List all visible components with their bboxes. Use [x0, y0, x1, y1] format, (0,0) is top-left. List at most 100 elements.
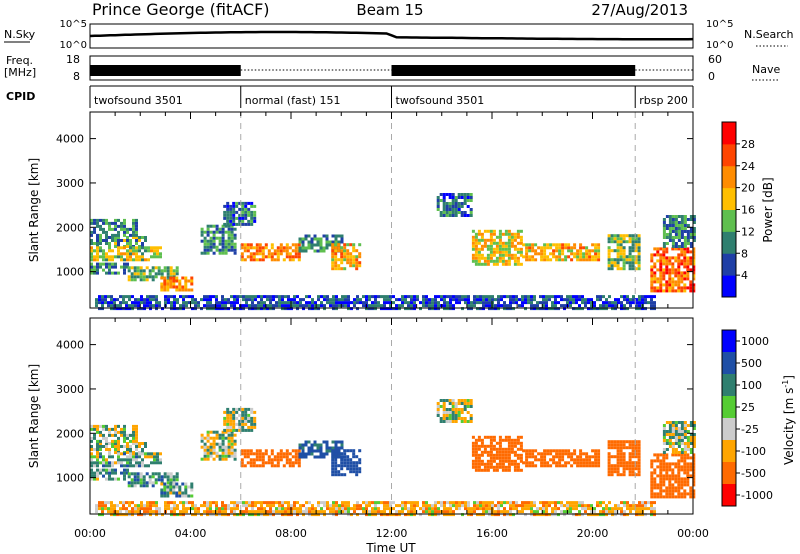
power-cell — [287, 307, 290, 311]
power-cell — [307, 240, 311, 244]
power-cell — [466, 199, 470, 202]
power-cell — [235, 204, 239, 208]
velocity-cell — [261, 455, 265, 459]
power-cell — [99, 255, 102, 259]
velocity-cell — [105, 471, 108, 475]
velocity-cell — [495, 450, 499, 454]
velocity-cell — [343, 449, 347, 453]
velocity-cell — [152, 504, 155, 508]
velocity-cell — [329, 504, 332, 508]
power-cell — [492, 259, 496, 263]
velocity-cell — [507, 465, 511, 469]
power-cell — [301, 246, 305, 250]
power-cell — [683, 262, 687, 266]
power-cell — [635, 301, 638, 305]
power-cell — [332, 295, 335, 299]
velocity-cell — [159, 458, 162, 462]
velocity-cell — [413, 507, 416, 511]
velocity-cell — [622, 452, 626, 456]
power-cell — [619, 249, 623, 253]
velocity-cell — [346, 461, 350, 465]
velocity-cell — [320, 507, 323, 511]
power-cell — [261, 246, 265, 250]
velocity-cell — [680, 483, 684, 487]
power-cell — [498, 250, 502, 254]
power-cell — [311, 304, 314, 308]
power-cell — [644, 301, 647, 305]
power-cell — [224, 251, 228, 255]
power-cell — [164, 295, 167, 299]
velocity-cell — [474, 468, 478, 472]
power-cell — [533, 298, 536, 302]
power-cell — [209, 307, 212, 311]
velocity-cell — [482, 510, 485, 514]
velocity-cell — [554, 513, 557, 517]
velocity-cell — [605, 507, 608, 511]
velocity-cell — [338, 504, 341, 508]
power-cell — [108, 246, 111, 250]
power-cell — [519, 235, 523, 239]
power-cell — [637, 237, 641, 241]
velocity-cell — [477, 465, 481, 469]
power-cell — [297, 252, 301, 256]
power-cell — [395, 307, 398, 311]
velocity-cell — [683, 451, 687, 454]
power-cell — [518, 298, 521, 302]
power-cell — [290, 307, 293, 311]
velocity-cell — [674, 421, 678, 424]
power-cell — [683, 286, 687, 290]
power-cell — [96, 224, 99, 228]
velocity-cell — [310, 446, 314, 450]
velocity-cell — [530, 507, 533, 511]
power-cell — [188, 295, 191, 299]
velocity-cell — [101, 504, 104, 508]
power-cell — [320, 301, 323, 305]
power-cell — [96, 239, 99, 242]
power-cell — [297, 258, 301, 262]
velocity-cell — [458, 507, 461, 511]
power-cell — [656, 286, 660, 290]
power-cell — [507, 235, 511, 239]
power-cell — [287, 295, 290, 299]
velocity-cell — [136, 475, 140, 479]
velocity-cell — [236, 501, 239, 505]
power-cell — [610, 267, 614, 271]
x-tick-label: 20:00 — [577, 527, 609, 540]
power-cell — [628, 240, 632, 244]
velocity-cell — [206, 451, 210, 455]
power-cell — [610, 234, 614, 238]
velocity-cell — [227, 445, 231, 449]
velocity-cell — [241, 407, 245, 411]
power-cell — [117, 230, 120, 234]
power-cell — [605, 307, 608, 311]
velocity-cell — [452, 513, 455, 517]
velocity-cell — [90, 474, 93, 478]
power-cell — [443, 304, 446, 308]
power-cell — [232, 210, 236, 214]
power-cell — [525, 255, 529, 259]
power-cell — [431, 307, 434, 311]
velocity-cell — [665, 477, 669, 481]
velocity-cell — [634, 452, 638, 456]
power-cell — [457, 202, 461, 205]
power-cell — [296, 307, 299, 311]
power-cell — [132, 258, 135, 262]
velocity-cell — [291, 461, 295, 465]
power-cell — [167, 298, 170, 302]
power-cell — [389, 298, 392, 302]
power-cell — [620, 304, 623, 308]
power-cell — [668, 289, 672, 293]
power-cell — [599, 298, 602, 302]
velocity-cell — [563, 504, 566, 508]
velocity-cell — [680, 453, 684, 457]
power-cell — [637, 243, 641, 247]
power-cell — [634, 240, 638, 244]
velocity-cell — [296, 507, 299, 511]
velocity-cell — [296, 501, 299, 505]
velocity-cell — [129, 433, 132, 437]
velocity-cell — [662, 465, 666, 469]
velocity-cell — [527, 504, 530, 508]
velocity-cell — [227, 504, 230, 508]
velocity-cell — [445, 408, 449, 411]
velocity-cell — [90, 468, 93, 472]
